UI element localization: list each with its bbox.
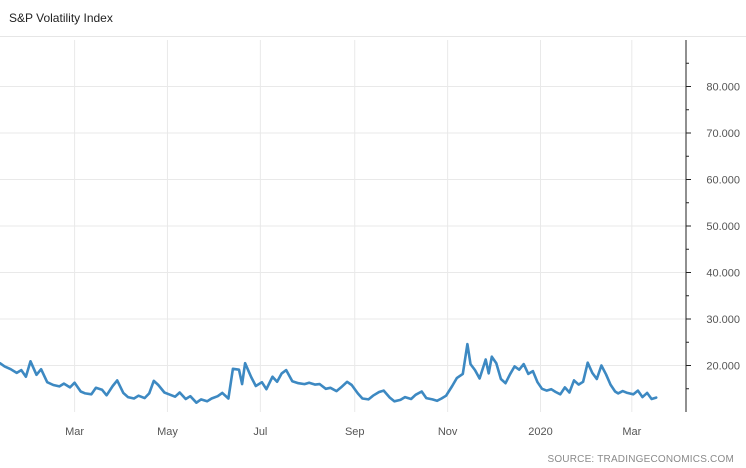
y-tick-label: 20.000 [706, 361, 740, 373]
x-tick-label: 2020 [528, 426, 552, 438]
horizontal-gridlines [0, 86, 686, 366]
y-tick-label: 50.000 [706, 221, 740, 233]
x-tick-label: May [157, 426, 178, 438]
y-tick-label: 30.000 [706, 314, 740, 326]
x-tick-label: Jul [253, 426, 267, 438]
y-tick-label: 60.000 [706, 175, 740, 187]
y-tick-label: 70.000 [706, 128, 740, 140]
x-axis-ticks: Mar May Jul Sep Nov 2020 Mar [65, 426, 642, 438]
x-tick-label: Nov [438, 426, 458, 438]
title-divider [0, 36, 746, 37]
x-tick-label: Sep [345, 426, 365, 438]
source-credit: SOURCE: TRADINGECONOMICS.COM [547, 454, 734, 465]
x-tick-label: Mar [622, 426, 641, 438]
chart-title: S&P Volatility Index [9, 11, 113, 25]
y-axis-ticks: 20.000 30.000 40.000 50.000 60.000 70.000 80.0… [686, 62, 740, 390]
y-tick-label: 40.000 [706, 268, 740, 280]
vix-series-line [0, 342, 658, 404]
x-tick-label: Mar [65, 426, 84, 438]
y-tick-label: 80.000 [706, 82, 740, 94]
